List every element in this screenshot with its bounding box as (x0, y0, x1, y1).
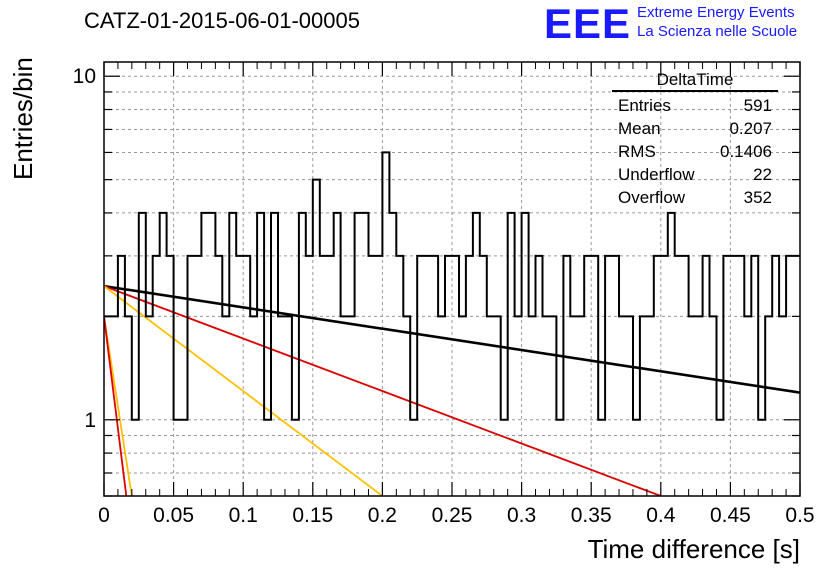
stats-value: 0.1406 (720, 142, 772, 161)
y-axis-label: Entries/bin (8, 57, 38, 180)
axis-ticks (103, 62, 801, 497)
x-axis-label: Time difference [s] (587, 534, 800, 564)
x-tick-label: 0.35 (571, 504, 612, 527)
stats-label: Underflow (618, 165, 695, 184)
tick-labels: 0 0.05 0.1 0.15 0.2 0.25 0.3 0.35 0.4 0.45 0.5 1 10 (73, 65, 815, 527)
x-tick-label: 0.25 (432, 504, 473, 527)
x-tick-label: 0.05 (153, 504, 194, 527)
x-tick-label: 0.1 (229, 504, 258, 527)
stats-label: Mean (618, 119, 661, 138)
logo-line-1: Extreme Energy Events (637, 4, 795, 21)
stats-header: DeltaTime (612, 70, 778, 92)
logo-line-2: La Scienza nelle Scuole (637, 23, 798, 40)
fit-curve-4 (104, 316, 128, 496)
stats-row-overflow: Overflow 352 (612, 186, 778, 209)
stats-value: 22 (753, 165, 772, 184)
x-tick-label: 0.45 (710, 504, 751, 527)
stats-label: Overflow (618, 188, 686, 207)
fit-curve-3 (104, 316, 133, 496)
eee-logo: EEE (544, 0, 632, 47)
fit-curve-0 (104, 284, 800, 394)
stats-label: Entries (618, 96, 671, 115)
stats-row-underflow: Underflow 22 (612, 163, 778, 186)
stats-row-rms: RMS 0.1406 (612, 140, 778, 163)
stats-row-mean: Mean 0.207 (612, 117, 778, 140)
stats-row-entries: Entries 591 (612, 94, 778, 117)
fit-curve-1 (104, 285, 662, 496)
y-tick-label: 1 (84, 409, 96, 432)
fit-curves (104, 284, 800, 496)
stats-label: RMS (618, 142, 656, 161)
x-tick-label: 0 (98, 504, 110, 527)
x-tick-label: 0.2 (368, 504, 397, 527)
x-tick-label: 0.5 (785, 504, 814, 527)
y-tick-label: 10 (73, 65, 96, 88)
stats-value: 0.207 (729, 119, 772, 138)
x-tick-label: 0.15 (292, 504, 333, 527)
histogram-line (104, 151, 800, 421)
chart-title: CATZ-01-2015-06-01-00005 (84, 8, 360, 33)
fit-curve-2 (104, 285, 383, 496)
x-tick-label: 0.4 (646, 504, 676, 527)
x-tick-label: 0.3 (507, 504, 536, 527)
stats-value: 591 (743, 96, 772, 115)
stats-value: 352 (743, 188, 772, 207)
stats-box: DeltaTime Entries 591 Mean 0.207 RMS 0.1… (612, 70, 778, 209)
